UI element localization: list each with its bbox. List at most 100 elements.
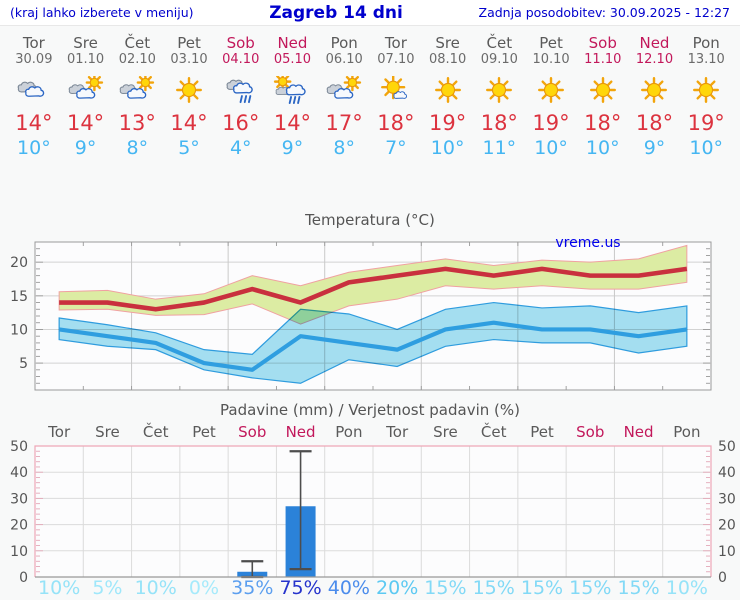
precip-ytick-label-right: 30 bbox=[718, 491, 736, 507]
day-date: 06.10 bbox=[325, 52, 363, 67]
high-temp: 18° bbox=[377, 111, 415, 135]
day-name: Tor bbox=[384, 34, 407, 52]
sunny-icon bbox=[589, 77, 616, 103]
sun-clouds-icon bbox=[326, 73, 362, 99]
precip-day-label: Pon bbox=[673, 423, 700, 441]
low-temp: 10° bbox=[430, 137, 465, 159]
high-temp: 16° bbox=[222, 111, 260, 135]
precip-ytick-label-left: 30 bbox=[10, 491, 28, 507]
cloudy-icon bbox=[17, 81, 45, 97]
precip-ytick-label-left: 40 bbox=[10, 465, 28, 481]
high-temp: 19° bbox=[687, 111, 725, 135]
cloud-front bbox=[127, 88, 147, 99]
low-temp: 10° bbox=[17, 137, 51, 159]
forecast-day-10.10: Pet 10.10 19° 10° bbox=[525, 30, 577, 172]
last-updated: Zadnja posodobitev: 30.09.2025 - 12:27 bbox=[478, 5, 730, 20]
day-name: Pon bbox=[330, 34, 358, 52]
day-date: 09.10 bbox=[480, 52, 518, 67]
forecast-day-12.10: Ned 12.10 18° 9° bbox=[629, 30, 681, 172]
cloud-front bbox=[232, 82, 253, 94]
precip-probability: 15% bbox=[569, 577, 611, 599]
day-name: Sob bbox=[226, 34, 255, 52]
cloud-front bbox=[75, 88, 95, 99]
precip-day-label: Ned bbox=[286, 423, 316, 441]
menu-hint-note: (kraj lahko izberete v meniju) bbox=[10, 5, 194, 20]
sunny-icon bbox=[434, 77, 461, 103]
temp-chart-title: Temperatura (°C) bbox=[305, 211, 435, 229]
precip-probability: 40% bbox=[328, 577, 370, 599]
precip-chart-frame bbox=[34, 445, 712, 577]
sun bbox=[343, 73, 362, 92]
precip-probability: 15% bbox=[424, 577, 466, 599]
day-date: 10.10 bbox=[532, 52, 570, 67]
vreme-us-link[interactable]: vreme.us bbox=[555, 235, 620, 251]
low-temp: 7° bbox=[385, 137, 407, 159]
forecast-day-03.10: Pet 03.10 14° 5° bbox=[163, 30, 215, 172]
forecast-day-06.10: Pon 06.10 17° 8° bbox=[318, 30, 370, 172]
precip-ytick-label-right: 10 bbox=[718, 544, 736, 560]
sunny-icon bbox=[693, 77, 720, 103]
precip-chart-title: Padavine (mm) / Verjetnost padavin (%) bbox=[220, 401, 520, 419]
precip-day-label: Ned bbox=[624, 423, 654, 441]
forecast-day-11.10: Sob 11.10 18° 10° bbox=[577, 30, 629, 172]
sun bbox=[693, 77, 720, 103]
rain-icon bbox=[226, 79, 253, 104]
day-date: 13.10 bbox=[687, 52, 725, 67]
forecast-day-07.10: Tor 07.10 18° 7° bbox=[370, 30, 422, 172]
sun bbox=[486, 77, 513, 103]
forecast-day-02.10: Čet 02.10 13° 8° bbox=[111, 30, 163, 172]
day-date: 08.10 bbox=[429, 52, 467, 67]
cloud-front bbox=[24, 86, 45, 97]
temp-chart-frame bbox=[34, 241, 712, 391]
high-temp: 19° bbox=[532, 111, 570, 135]
precip-day-label: Čet bbox=[143, 422, 169, 441]
precip-probability: 15% bbox=[521, 577, 563, 599]
day-date: 11.10 bbox=[584, 52, 622, 67]
precip-day-label: Tor bbox=[385, 423, 409, 441]
low-temp: 10° bbox=[689, 137, 724, 159]
day-date: 04.10 bbox=[222, 52, 260, 67]
sun bbox=[641, 77, 668, 103]
precip-probability: 35% bbox=[231, 577, 273, 599]
sun bbox=[136, 73, 155, 92]
temp-ytick-label: 15 bbox=[10, 289, 28, 305]
precip-probability: 20% bbox=[376, 577, 418, 599]
precip-day-label: Pon bbox=[335, 423, 362, 441]
precipitation-chart: 0 0 10 10 20 20 30 30 40 40 50 50 Tor Sre Čet Pet Sob Ned… bbox=[10, 422, 736, 599]
temp-min-line bbox=[58, 320, 688, 372]
temp-ytick-label: 20 bbox=[10, 255, 28, 271]
raindrop bbox=[293, 96, 297, 104]
precip-day-label: Sre bbox=[95, 423, 120, 441]
day-name: Čet bbox=[124, 34, 151, 52]
low-temp: 10° bbox=[534, 137, 568, 159]
sun bbox=[176, 77, 202, 103]
high-temp: 14° bbox=[66, 111, 105, 135]
raindrop bbox=[297, 96, 301, 104]
precip-day-label: Tor bbox=[47, 423, 71, 441]
high-temp: 13° bbox=[118, 111, 156, 135]
high-temp: 14° bbox=[170, 111, 208, 135]
sun-rain-icon bbox=[274, 72, 307, 104]
precip-ytick-label-right: 20 bbox=[718, 518, 736, 534]
low-temp: 9° bbox=[74, 137, 97, 159]
temp-ytick-label: 5 bbox=[19, 356, 28, 372]
high-temp: 18° bbox=[584, 111, 622, 135]
low-temp: 8° bbox=[126, 137, 149, 159]
temp-max-line bbox=[59, 266, 688, 312]
precip-day-label: Sre bbox=[433, 423, 458, 441]
high-temp: 18° bbox=[635, 111, 674, 135]
precip-whisker bbox=[289, 450, 312, 571]
sunny-icon bbox=[538, 77, 565, 103]
sunny-icon bbox=[176, 77, 202, 103]
sun bbox=[85, 73, 103, 92]
high-temp: 18° bbox=[480, 111, 518, 135]
precip-probability: 15% bbox=[617, 577, 659, 599]
forecast-day-05.10: Ned 05.10 14° 9° bbox=[267, 30, 319, 172]
sun bbox=[274, 72, 292, 91]
sunny-icon bbox=[486, 77, 513, 103]
sun-clouds-icon bbox=[119, 73, 155, 99]
low-temp: 4° bbox=[229, 137, 252, 159]
low-temp: 10° bbox=[585, 137, 620, 159]
temperature-chart: 5 10 15 20 vreme.us bbox=[10, 235, 712, 391]
temp-ytick-label: 10 bbox=[10, 322, 28, 338]
